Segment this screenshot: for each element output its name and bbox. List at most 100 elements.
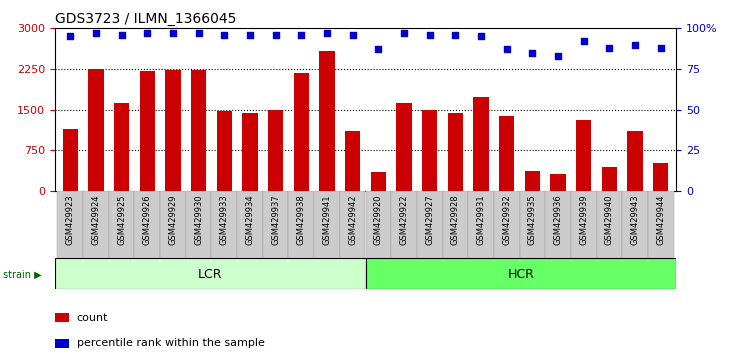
Text: GSM429934: GSM429934 — [246, 195, 254, 245]
Bar — [366, 191, 391, 258]
Bar — [622, 191, 648, 258]
Bar — [391, 191, 417, 258]
Bar — [135, 191, 160, 258]
Bar — [165, 70, 181, 191]
Text: GSM429931: GSM429931 — [477, 195, 485, 245]
Point — [475, 34, 487, 39]
Bar — [366, 258, 676, 289]
Bar — [648, 191, 673, 258]
Bar — [396, 103, 412, 191]
Point — [270, 32, 281, 38]
Bar — [447, 113, 463, 191]
Bar — [211, 191, 237, 258]
Text: HCR: HCR — [507, 268, 534, 281]
Point — [295, 32, 307, 38]
Bar — [237, 191, 263, 258]
Text: GSM429924: GSM429924 — [91, 195, 100, 245]
Bar — [88, 69, 104, 191]
Point — [655, 45, 667, 51]
Text: strain ▶: strain ▶ — [3, 270, 42, 280]
Bar — [314, 191, 340, 258]
Point — [450, 32, 461, 38]
Bar — [294, 73, 309, 191]
Point — [219, 32, 230, 38]
Bar — [442, 191, 468, 258]
Point — [90, 30, 102, 36]
Bar — [371, 172, 386, 191]
Bar — [525, 171, 540, 191]
Bar — [340, 191, 366, 258]
Point — [193, 30, 205, 36]
Text: GSM429938: GSM429938 — [297, 195, 306, 245]
Text: LCR: LCR — [198, 268, 222, 281]
Bar — [83, 191, 109, 258]
Bar — [160, 191, 186, 258]
Bar — [545, 191, 571, 258]
Point — [64, 34, 76, 39]
Bar — [63, 129, 78, 191]
Bar — [58, 191, 83, 258]
Bar — [186, 191, 211, 258]
Bar — [422, 110, 437, 191]
Point — [578, 39, 590, 44]
Point — [501, 47, 512, 52]
Bar — [289, 191, 314, 258]
Bar — [109, 191, 135, 258]
Point — [141, 30, 153, 36]
Bar — [114, 103, 129, 191]
Bar — [653, 163, 668, 191]
Point — [526, 50, 538, 56]
Point — [373, 47, 385, 52]
Text: GSM429939: GSM429939 — [579, 195, 588, 245]
Bar — [319, 51, 335, 191]
Point — [552, 53, 564, 59]
Point — [604, 45, 616, 51]
Text: GSM429933: GSM429933 — [220, 195, 229, 245]
Point — [167, 30, 179, 36]
Text: GSM429922: GSM429922 — [400, 195, 409, 245]
Text: GSM429935: GSM429935 — [528, 195, 537, 245]
Text: GSM429942: GSM429942 — [348, 195, 357, 245]
Text: GSM429937: GSM429937 — [271, 195, 280, 245]
Point — [244, 32, 256, 38]
Bar — [602, 167, 617, 191]
Text: GSM429920: GSM429920 — [374, 195, 383, 245]
Text: GSM429936: GSM429936 — [553, 195, 563, 245]
Text: GSM429923: GSM429923 — [66, 195, 75, 245]
Text: GDS3723 / ILMN_1366045: GDS3723 / ILMN_1366045 — [55, 12, 236, 26]
Text: GSM429929: GSM429929 — [168, 195, 178, 245]
Point — [424, 32, 436, 38]
Text: GSM429926: GSM429926 — [143, 195, 152, 245]
Text: GSM429940: GSM429940 — [605, 195, 614, 245]
Text: GSM429928: GSM429928 — [451, 195, 460, 245]
Bar — [216, 111, 232, 191]
Bar — [474, 97, 489, 191]
Bar — [55, 313, 69, 322]
Text: GSM429943: GSM429943 — [631, 195, 640, 245]
Bar — [242, 113, 257, 191]
Bar — [576, 120, 591, 191]
Bar — [499, 116, 515, 191]
Bar — [571, 191, 596, 258]
Bar — [627, 131, 643, 191]
Text: GSM429927: GSM429927 — [425, 195, 434, 245]
Text: GSM429930: GSM429930 — [194, 195, 203, 245]
Bar — [55, 258, 366, 289]
Bar — [55, 339, 69, 348]
Bar — [468, 191, 494, 258]
Text: GSM429944: GSM429944 — [656, 195, 665, 245]
Text: GSM429941: GSM429941 — [322, 195, 331, 245]
Text: count: count — [77, 313, 108, 322]
Text: percentile rank within the sample: percentile rank within the sample — [77, 338, 265, 348]
Bar — [263, 191, 289, 258]
Point — [321, 30, 333, 36]
Bar — [520, 191, 545, 258]
Bar — [417, 191, 442, 258]
Bar — [345, 131, 360, 191]
Bar — [596, 191, 622, 258]
Point — [346, 32, 358, 38]
Bar — [550, 174, 566, 191]
Text: GSM429925: GSM429925 — [117, 195, 126, 245]
Bar — [140, 71, 155, 191]
Bar — [494, 191, 520, 258]
